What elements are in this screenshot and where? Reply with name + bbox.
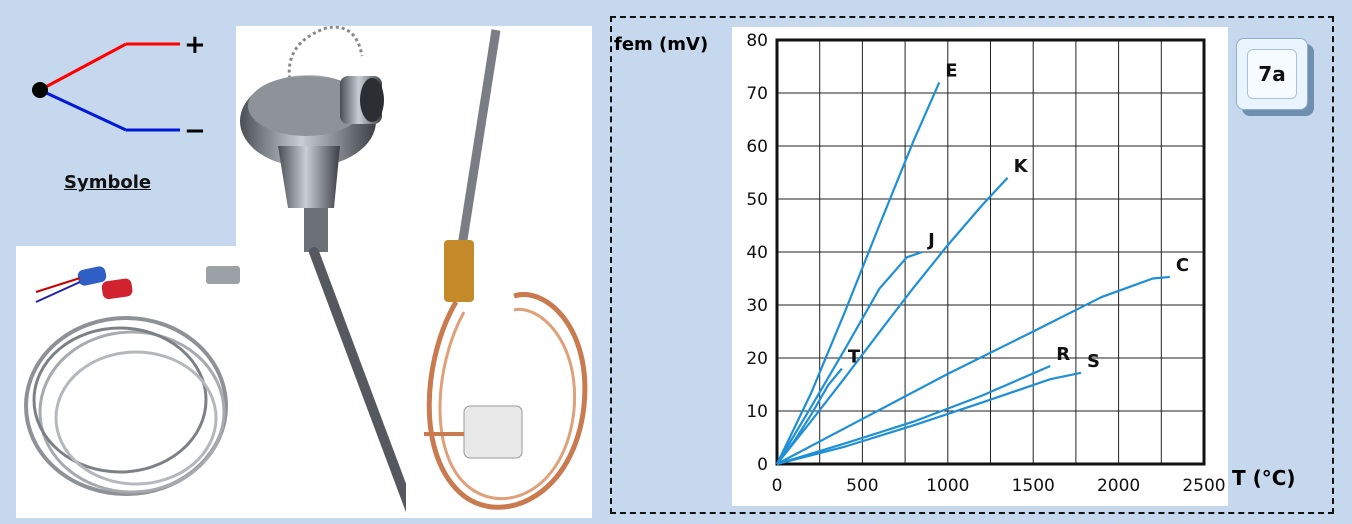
figure-number: 7a (1247, 49, 1297, 99)
y-tick-label: 10 (746, 402, 768, 422)
series-label-t: T (848, 347, 861, 368)
y-axis-label: fem (mV) (614, 34, 708, 55)
y-tick-label: 80 (746, 31, 768, 51)
x-tick-label: 500 (846, 476, 878, 496)
y-tick-label: 60 (746, 137, 768, 157)
series-label-s: S (1087, 351, 1100, 372)
copper-probe-image (404, 26, 594, 518)
series-line-r (777, 366, 1050, 464)
symbol-caption: Symbole (64, 172, 151, 193)
series-label-e: E (945, 60, 957, 81)
y-tick-label: 70 (746, 84, 768, 104)
junction-dot (32, 82, 48, 98)
series-line-k (777, 178, 1008, 464)
y-tick-label: 20 (746, 349, 768, 369)
x-tick-label: 1500 (1012, 476, 1055, 496)
x-tick-label: 1000 (926, 476, 969, 496)
y-tick-label: 30 (746, 296, 768, 316)
thermocouple-emf-chart: 0 500 1000 1500 2000 2500 0 10 20 30 40 50 60 70 80 E J K… (732, 27, 1228, 506)
series-label-r: R (1056, 344, 1070, 365)
series-label-c: C (1176, 255, 1189, 276)
coiled-cable-image (16, 246, 248, 518)
x-tick-label: 0 (772, 476, 783, 496)
series-line-e (777, 82, 939, 464)
positive-wire (40, 44, 126, 90)
x-axis-label: T (°C) (1232, 466, 1296, 490)
x-tick-label: 2500 (1182, 476, 1225, 496)
minus-sign: − (184, 116, 206, 146)
negative-wire (40, 90, 126, 130)
figure-badge: 7a (1236, 38, 1308, 110)
series-label-j: J (926, 230, 935, 251)
series-label-k: K (1014, 156, 1029, 177)
plus-sign: + (184, 30, 206, 60)
x-tick-label: 2000 (1097, 476, 1140, 496)
y-tick-label: 50 (746, 190, 768, 210)
y-tick-label: 0 (757, 455, 768, 475)
y-tick-label: 40 (746, 243, 768, 263)
head-probe-image (236, 26, 406, 518)
